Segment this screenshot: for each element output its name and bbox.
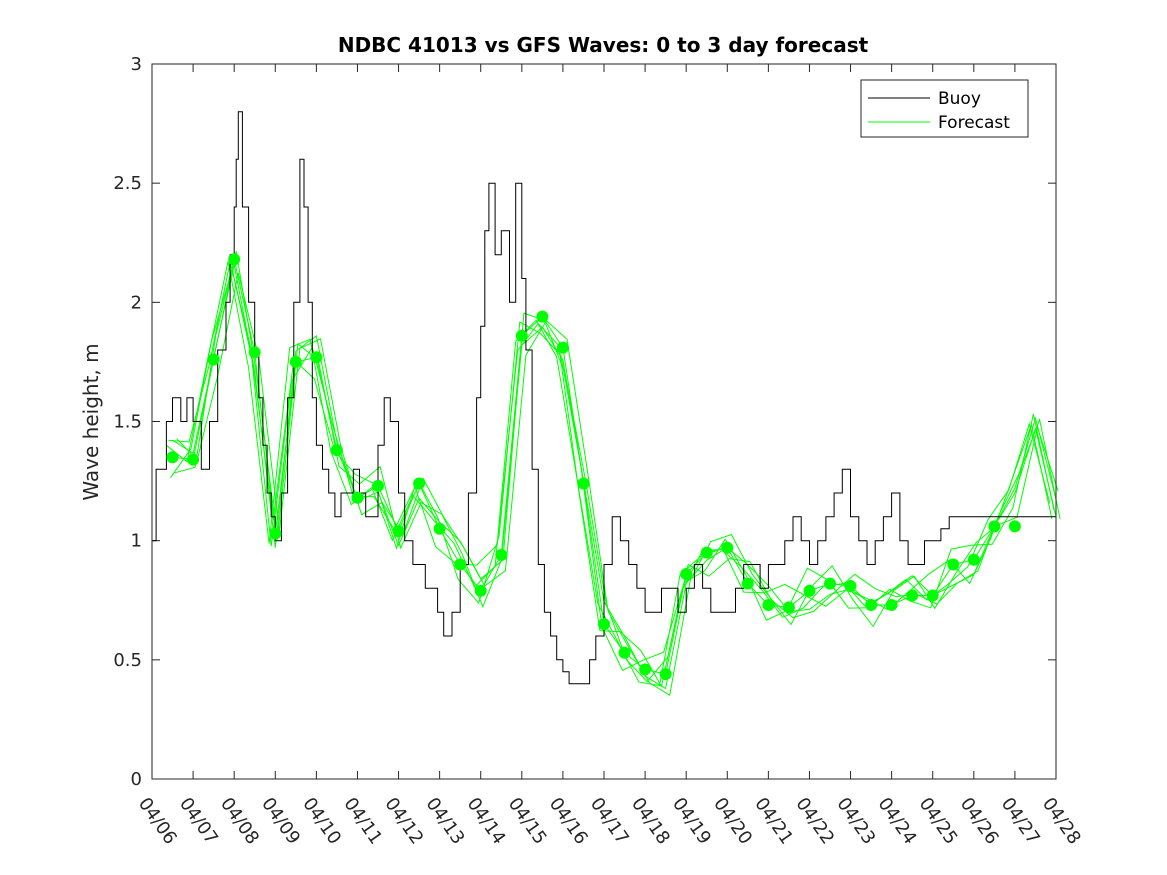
y-axis-label: Wave height, m bbox=[79, 343, 103, 500]
plot-frame bbox=[151, 63, 1057, 780]
forecast-point bbox=[166, 451, 179, 464]
forecast-point bbox=[762, 599, 775, 611]
forecast-point bbox=[618, 646, 631, 659]
y-tick-label: 2 bbox=[131, 292, 142, 313]
forecast-point bbox=[885, 599, 898, 611]
y-tick-label: 1.5 bbox=[113, 412, 142, 433]
forecast-point bbox=[947, 558, 960, 571]
y-tick-label: 2.5 bbox=[113, 173, 142, 194]
forecast-point bbox=[844, 580, 857, 592]
legend-box bbox=[860, 79, 1029, 138]
forecast-point bbox=[824, 577, 836, 590]
forecast-point bbox=[556, 341, 569, 354]
forecast-point bbox=[330, 444, 343, 457]
forecast-point bbox=[865, 599, 878, 611]
forecast-trace-line bbox=[170, 268, 1055, 672]
y-tick-label: 0.5 bbox=[113, 650, 142, 671]
chart-title: NDBC 41013 vs GFS Waves: 0 to 3 day fore… bbox=[338, 33, 869, 57]
forecast-point bbox=[289, 355, 302, 368]
forecast-trace-line bbox=[174, 251, 1059, 683]
forecast-point bbox=[228, 253, 241, 266]
forecast-point bbox=[351, 491, 364, 504]
forecast-point bbox=[680, 568, 693, 580]
forecast-point bbox=[1008, 520, 1021, 533]
y-tick-label: 0 bbox=[131, 769, 142, 790]
forecast-point bbox=[187, 453, 200, 466]
forecast-point bbox=[659, 668, 672, 681]
forecast-point bbox=[988, 520, 1001, 533]
forecast-point bbox=[454, 558, 467, 571]
forecast-point bbox=[269, 527, 282, 540]
legend: Buoy Forecast bbox=[860, 79, 1029, 138]
forecast-point bbox=[598, 618, 610, 631]
forecast-point bbox=[906, 589, 919, 602]
forecast-point bbox=[207, 353, 220, 366]
forecast-point bbox=[474, 584, 487, 597]
y-tick-label: 3 bbox=[131, 54, 142, 75]
forecast-point bbox=[782, 601, 795, 614]
forecast-point bbox=[536, 310, 549, 323]
forecast-point bbox=[926, 589, 939, 602]
forecast-point bbox=[577, 477, 590, 490]
forecast-point bbox=[413, 477, 426, 490]
forecast-point bbox=[515, 329, 528, 342]
forecast-point bbox=[700, 546, 713, 559]
forecast-point bbox=[495, 549, 508, 561]
forecast-point bbox=[433, 522, 446, 535]
legend-buoy-label: Buoy bbox=[938, 89, 981, 109]
forecast-point bbox=[639, 663, 652, 676]
forecast-point bbox=[741, 577, 754, 590]
forecast-point bbox=[310, 351, 323, 364]
forecast-point bbox=[392, 525, 405, 538]
forecast-point bbox=[248, 346, 261, 359]
forecast-point bbox=[372, 479, 384, 492]
forecast-point bbox=[803, 584, 816, 597]
plot-series bbox=[152, 111, 1061, 697]
y-tick-label: 1 bbox=[131, 531, 142, 552]
forecast-point bbox=[967, 553, 980, 566]
forecast-point bbox=[721, 541, 734, 554]
buoy-line bbox=[152, 111, 1056, 685]
legend-forecast-label: Forecast bbox=[938, 113, 1010, 133]
